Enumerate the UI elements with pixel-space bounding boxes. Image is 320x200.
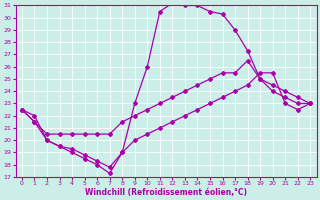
X-axis label: Windchill (Refroidissement éolien,°C): Windchill (Refroidissement éolien,°C)	[85, 188, 247, 197]
